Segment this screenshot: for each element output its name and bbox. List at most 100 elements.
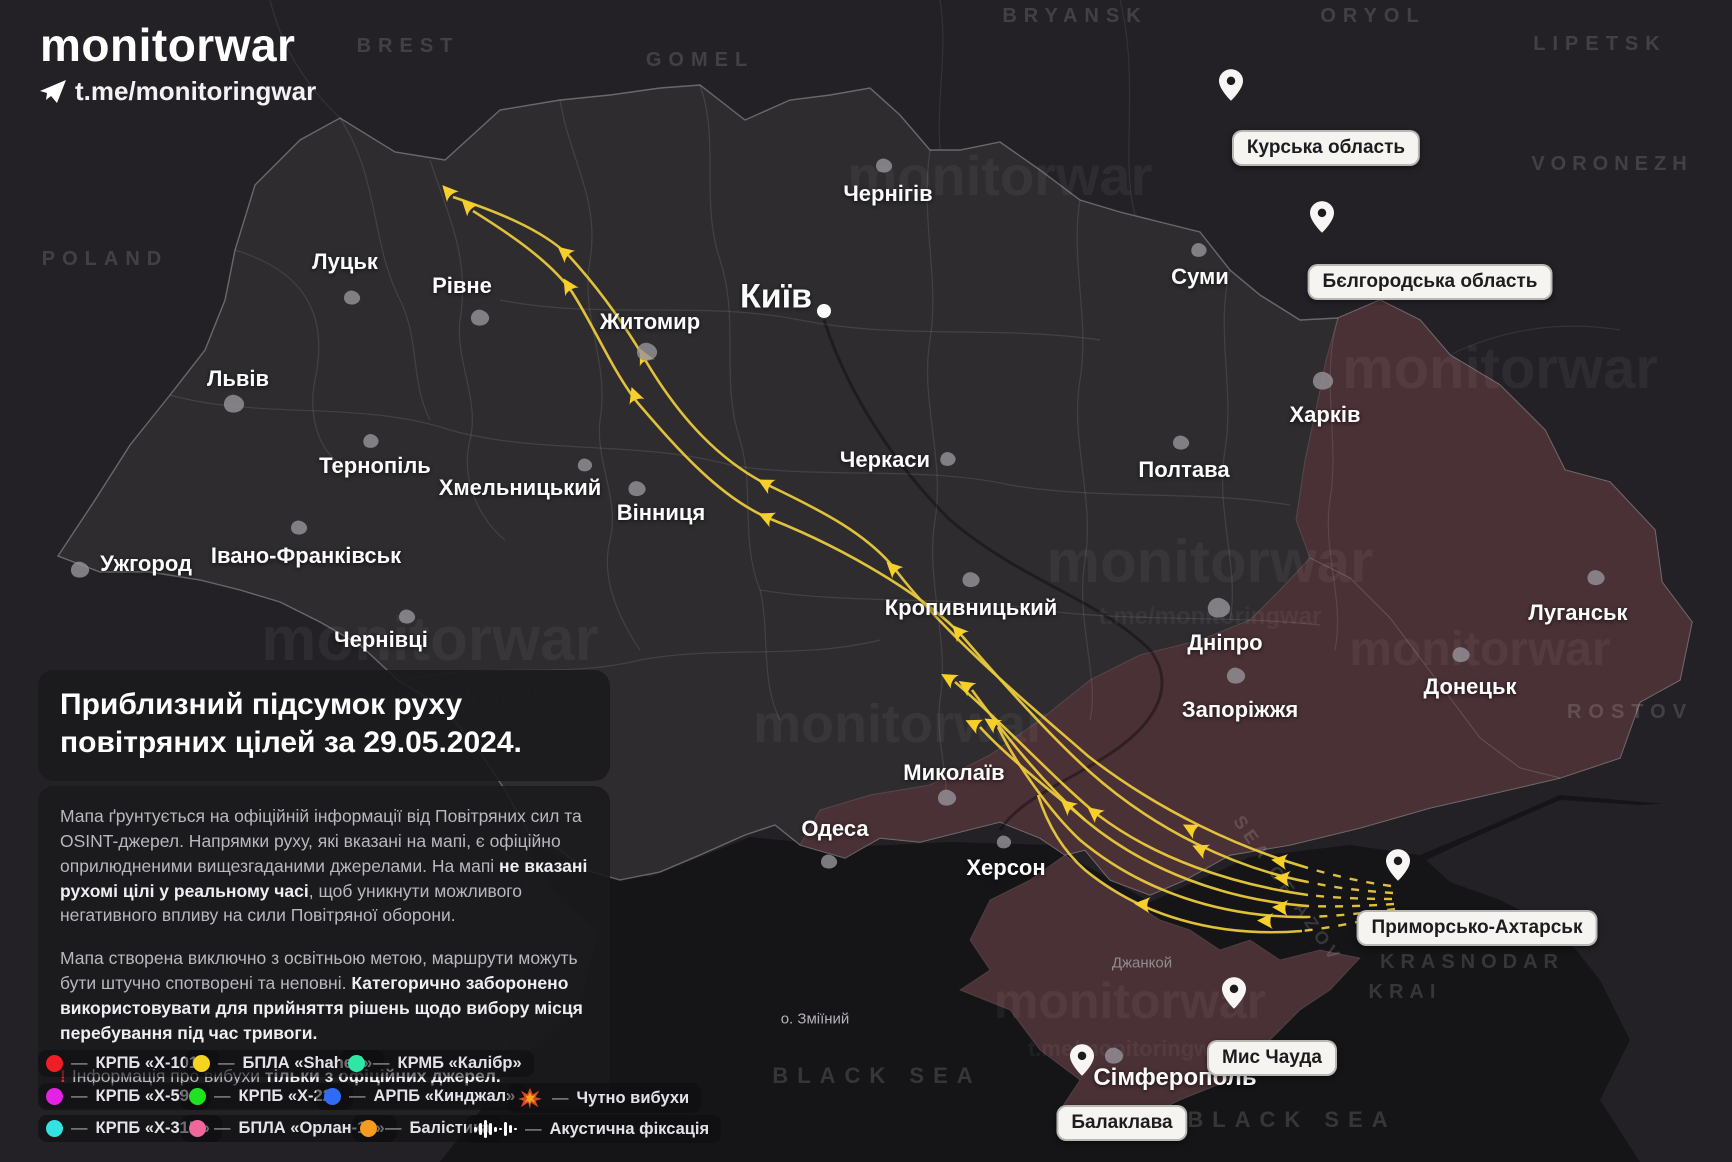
legend-color-dot — [189, 1120, 206, 1137]
kyiv-city-dot — [817, 304, 831, 318]
occupied-area-east — [1295, 299, 1693, 779]
legend-color-dot — [46, 1120, 63, 1137]
city-label: Харків — [1289, 402, 1361, 427]
map-pin-label: Мис Чауда — [1207, 1040, 1337, 1076]
legend-label: КРПБ «Х-59» — [95, 1087, 199, 1105]
flight-arrowhead — [965, 719, 984, 735]
city-label: Донецьк — [1423, 674, 1517, 699]
legend-label: Акустична фіксація — [549, 1119, 710, 1138]
map-pin-icon — [1310, 201, 1334, 233]
watermark-text: monitorwar — [261, 605, 599, 674]
area-label: BRYANSK — [1002, 5, 1147, 27]
flight-route — [954, 681, 1309, 897]
flight-arrowhead — [1274, 871, 1291, 887]
flight-route — [452, 195, 1309, 870]
legend-label: БПЛА «Орлан-10» — [238, 1119, 385, 1137]
map-pin — [1070, 1044, 1094, 1081]
area-label: LIPETSK — [1533, 33, 1666, 55]
legend-dash: — — [385, 1119, 402, 1137]
flight-arrowhead — [1271, 854, 1289, 870]
flight-route-dashed-tail — [1301, 911, 1397, 933]
flight-routes-layer — [452, 195, 1397, 934]
city-label: Кропивницький — [884, 595, 1058, 620]
watermark-text: monitorwar — [848, 144, 1153, 207]
legend-color-dot — [360, 1120, 377, 1137]
map-pin-icon — [1386, 849, 1410, 881]
city-label: Запоріжжя — [1181, 697, 1299, 722]
map-pin-label: Курська область — [1231, 130, 1421, 166]
legend-color-dot — [46, 1088, 63, 1105]
map-pin-label: Бєлгородська область — [1307, 264, 1553, 300]
legend-dash: — — [552, 1088, 569, 1107]
flight-arrowhead — [886, 561, 904, 579]
occupied-area-south — [799, 557, 1561, 896]
city-label: Луганськ — [1528, 600, 1628, 625]
area-label: ORYOL — [1320, 5, 1425, 27]
foreign-border — [1449, 325, 1621, 356]
map-pin — [1310, 201, 1334, 238]
city-label: Чернігів — [843, 181, 933, 206]
legend-dash: — — [71, 1119, 88, 1137]
city-label: Київ — [739, 277, 813, 316]
city-label: Івано-Франківськ — [210, 543, 402, 568]
dnipro-river — [822, 319, 1164, 831]
flight-arrowhead — [1087, 807, 1105, 824]
legend-label: БПЛА «Shahed» — [242, 1054, 373, 1072]
legend-color-dot — [348, 1055, 365, 1072]
city-label: Луцьк — [312, 249, 378, 274]
map-pin-icon — [1219, 69, 1243, 101]
legend-dash: — — [214, 1087, 231, 1105]
area-label: KRASNODAR — [1380, 951, 1564, 973]
legend-dash: — — [525, 1119, 542, 1138]
map-pin — [1386, 849, 1410, 886]
map-pin-icon — [1222, 977, 1246, 1009]
map-pin-label: Приморсько-Ахтарськ — [1356, 910, 1598, 946]
legend-label: АРПБ «Кинджал» — [373, 1087, 516, 1105]
city-label: Ужгород — [100, 551, 192, 576]
city-label: Тернопіль — [319, 453, 431, 478]
brand-handle: t.me/monitoringwar — [75, 76, 317, 106]
flight-arrowheads-layer — [442, 185, 1291, 929]
flight-arrowhead — [1272, 900, 1289, 916]
area-label: BLACK SEA — [1187, 1107, 1396, 1132]
flight-route — [1036, 794, 1303, 934]
area-label: KRAI — [1369, 981, 1442, 1003]
explosion-icon — [518, 1087, 542, 1109]
legend-color-dot — [189, 1088, 206, 1105]
flight-arrowhead — [1134, 897, 1151, 913]
summary-title-panel: Приблизний підсумок руху повітряних ціле… — [38, 670, 610, 781]
area-label: ROSTOV — [1567, 701, 1693, 723]
legend-item: — КРМБ «Калібр» — [340, 1050, 534, 1077]
flight-arrowhead — [958, 681, 977, 697]
city-label: Суми — [1171, 264, 1229, 289]
legend-color-dot — [324, 1088, 341, 1105]
flight-arrowhead — [952, 625, 969, 643]
city-label: Львів — [206, 366, 270, 391]
neighbor-land-krasnodar — [1426, 800, 1732, 1162]
flight-arrowhead — [1257, 913, 1274, 929]
legend-item: — АРПБ «Кинджал» — [316, 1083, 528, 1110]
city-label: Херсон — [966, 855, 1046, 880]
flight-arrowhead — [757, 479, 776, 495]
legend-label: Чутно вибухи — [576, 1088, 690, 1107]
legend-dash: — — [214, 1119, 231, 1137]
flight-route — [979, 726, 1309, 908]
flight-route-dashed-tail — [1307, 893, 1393, 901]
summary-title-line2: повітряних цілей за 29.05.2024. — [60, 726, 522, 760]
disclaimer-paragraph-1: Мапа ґрунтується на офіційній інформації… — [60, 806, 588, 926]
legend-dash: — — [71, 1087, 88, 1105]
flight-arrowhead — [1060, 799, 1079, 817]
city-label: Миколаїв — [903, 760, 1005, 785]
legend-dash: — — [218, 1054, 235, 1072]
watermark-text: monitorwar — [994, 973, 1266, 1029]
map-minor-label: Джанкой — [1111, 954, 1173, 972]
oblast-borders — [169, 84, 1339, 831]
area-label: POLAND — [42, 248, 168, 270]
occupied-area-crimea — [958, 854, 1361, 1131]
brand-logo: monitorwar t.me/monitoringwar — [40, 18, 316, 107]
flight-arrowhead — [442, 185, 459, 203]
legend-dash: — — [349, 1087, 366, 1105]
legend-label: КРМБ «Калібр» — [397, 1054, 522, 1072]
foreign-border — [269, 0, 341, 119]
